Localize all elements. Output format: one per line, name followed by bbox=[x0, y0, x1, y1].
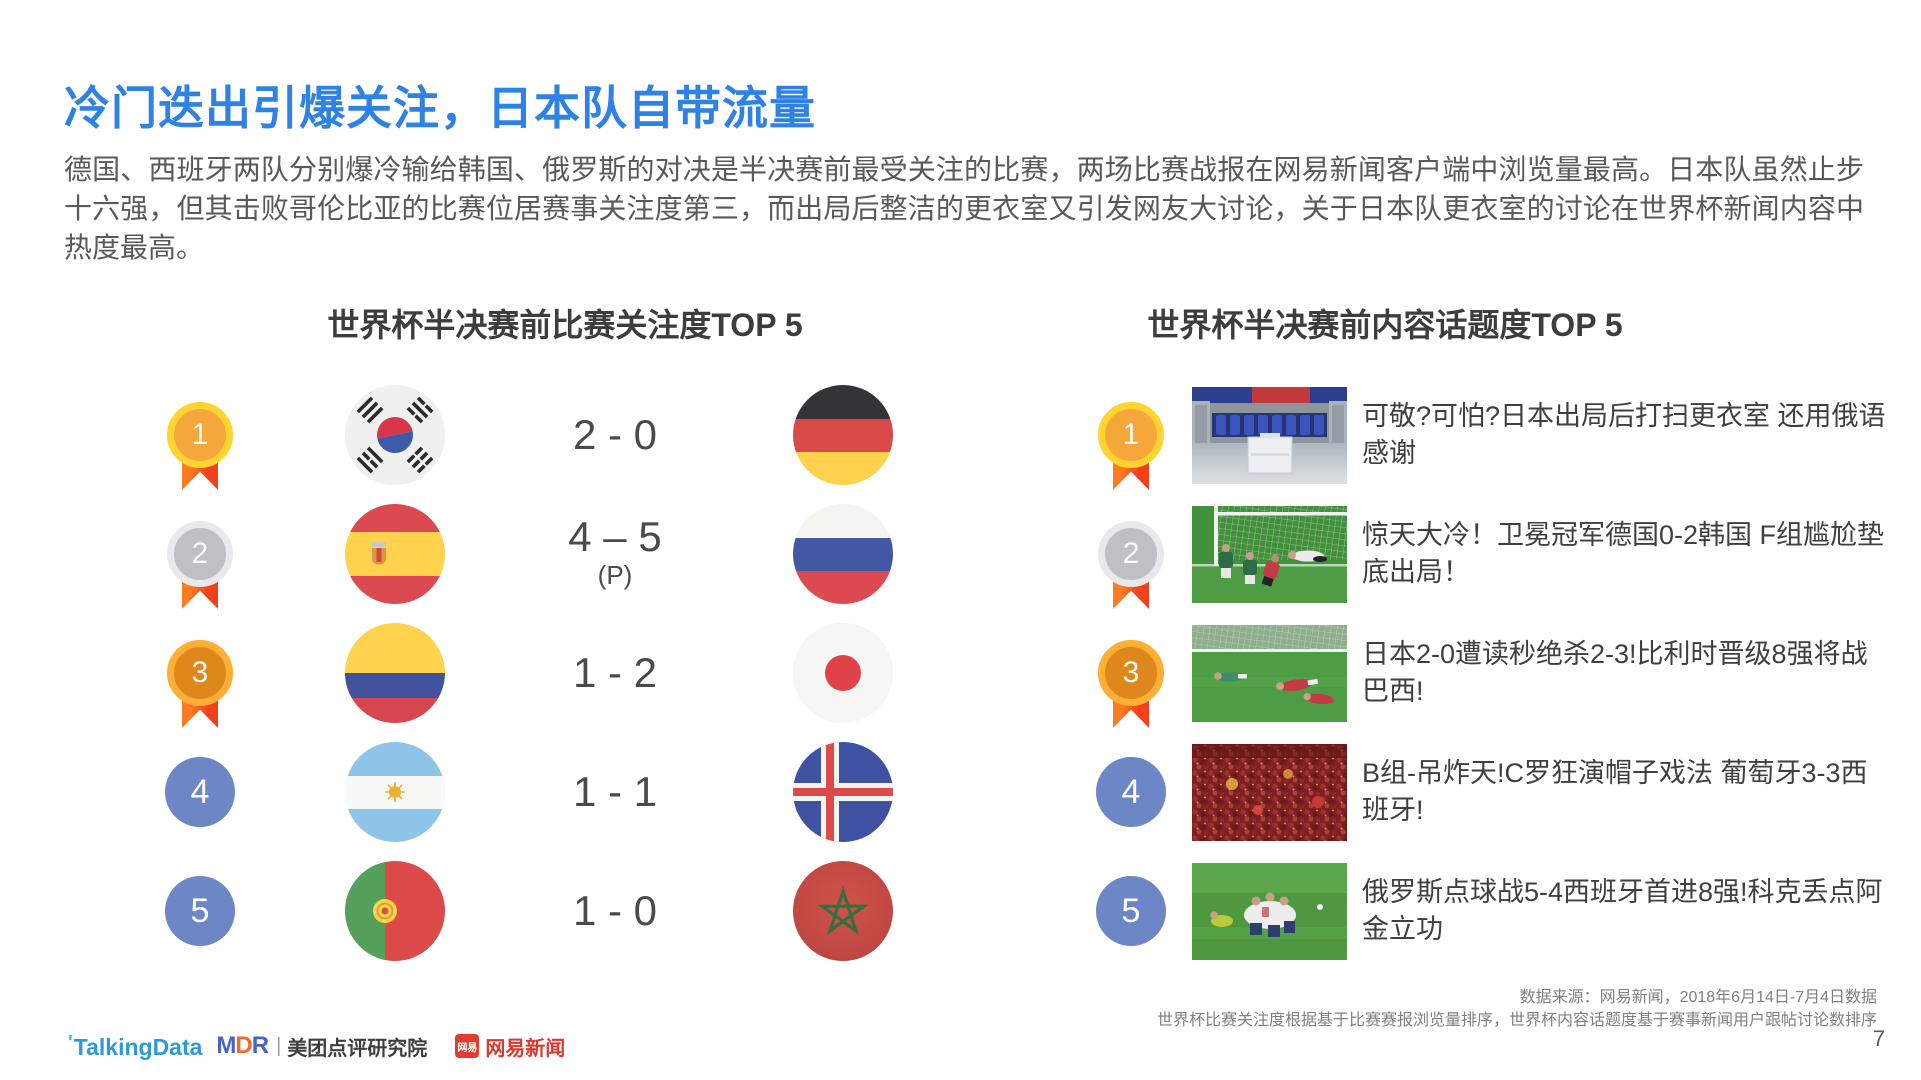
rank-5-badge: 5 bbox=[1096, 876, 1166, 946]
page-title: 冷门迭出引爆关注，日本队自带流量 bbox=[64, 82, 816, 134]
news-thumbnail-locker-room bbox=[1192, 387, 1347, 484]
left-section-title: 世界杯半决赛前比赛关注度TOP 5 bbox=[327, 307, 803, 343]
talkingdata-tick-icon: ' bbox=[68, 1031, 73, 1054]
news-headline: 俄罗斯点球战5-4西班牙首进8强!科克丢点阿金立功 bbox=[1362, 862, 1890, 960]
match-score: 1 - 1 bbox=[525, 761, 705, 823]
rank-2-silver-medal-icon: 2 bbox=[1098, 521, 1164, 633]
news-thumbnail-russia-celebration bbox=[1192, 863, 1347, 960]
rank-number: 3 bbox=[1098, 640, 1164, 706]
flag-colombia-icon bbox=[345, 623, 445, 723]
rank-number: 2 bbox=[167, 521, 233, 587]
rank-5-badge: 5 bbox=[165, 876, 235, 946]
flag-spain-icon bbox=[345, 504, 445, 604]
match-score: 2 - 0 bbox=[525, 404, 705, 466]
news-thumbnail-portugal-fans bbox=[1192, 744, 1347, 841]
talkingdata-wordmark: TalkingData bbox=[73, 1033, 203, 1060]
rank-3-bronze-medal-icon: 3 bbox=[167, 640, 233, 752]
news-thumbnail-japan-belgium bbox=[1192, 625, 1347, 722]
rank-4-badge: 4 bbox=[165, 757, 235, 827]
score-text: 1 - 0 bbox=[572, 887, 658, 934]
talkingdata-logo: 'TalkingData bbox=[68, 1032, 202, 1061]
score-text: 1 - 1 bbox=[572, 768, 658, 815]
match-score: 1 - 0 bbox=[525, 880, 705, 942]
match-score: 4 – 5 (P) bbox=[525, 506, 705, 588]
score-text: 1 - 2 bbox=[572, 649, 658, 696]
flag-portugal-icon bbox=[345, 861, 445, 961]
flag-germany-icon bbox=[793, 385, 893, 485]
score-text: 2 - 0 bbox=[572, 411, 658, 458]
flag-iceland-icon bbox=[793, 742, 893, 842]
data-source-note: 数据来源：网易新闻，2018年6月14日-7月4日数据 世界杯比赛关注度根据基于… bbox=[1157, 986, 1877, 1032]
flag-japan-icon bbox=[793, 623, 893, 723]
headline-text: 日本2-0遭读秒绝杀2-3!比利时晋级8强将战巴西! bbox=[1362, 639, 1868, 706]
rank-number: 3 bbox=[167, 640, 233, 706]
logo-divider: | bbox=[276, 1034, 282, 1057]
mdr-logo: MDR bbox=[216, 1032, 269, 1060]
rank-4-badge: 4 bbox=[1096, 757, 1166, 827]
mdr-letter-r: R bbox=[251, 1032, 269, 1059]
headline-text: B组-吊炸天!C罗狂演帽子戏法 葡萄牙3-3西班牙! bbox=[1362, 758, 1868, 825]
right-section-title: 世界杯半决赛前内容话题度TOP 5 bbox=[1147, 307, 1623, 343]
rank-3-bronze-medal-icon: 3 bbox=[1098, 640, 1164, 752]
mdr-letter-m: M bbox=[216, 1032, 236, 1059]
footer-logos: 'TalkingData MDR | 美团点评研究院 网易 网易新闻 bbox=[68, 1032, 565, 1060]
match-score: 1 - 2 bbox=[525, 642, 705, 704]
flag-morocco-icon bbox=[793, 861, 893, 961]
news-headline: 可敬?可怕?日本出局后打扫更衣室 还用俄语感谢 bbox=[1362, 386, 1890, 484]
netease-badge-icon: 网易 bbox=[455, 1034, 480, 1058]
rank-2-silver-medal-icon: 2 bbox=[167, 521, 233, 633]
rank-1-gold-medal-icon: 1 bbox=[1098, 402, 1164, 514]
rank-number: 2 bbox=[1098, 521, 1164, 587]
news-thumbnail-germany-korea-goal bbox=[1192, 506, 1347, 603]
headline-text: 俄罗斯点球战5-4西班牙首进8强!科克丢点阿金立功 bbox=[1362, 877, 1883, 944]
mdr-letter-d: D bbox=[235, 1032, 252, 1059]
flag-argentina-icon bbox=[345, 742, 445, 842]
intro-paragraph: 德国、西班牙两队分别爆冷输给韩国、俄罗斯的对决是半决赛前最受关注的比赛，两场比赛… bbox=[64, 154, 1864, 263]
news-headline: 惊天大冷！卫冕冠军德国0-2韩国 F组尴尬垫底出局！ bbox=[1362, 505, 1890, 603]
flag-south-korea-icon bbox=[345, 385, 445, 485]
source-line-1: 数据来源：网易新闻，2018年6月14日-7月4日数据 bbox=[1519, 989, 1877, 1006]
source-line-2: 世界杯比赛关注度根据基于比赛赛报浏览量排序，世界杯内容话题度基于赛事新闻用户跟帖… bbox=[1156, 1012, 1877, 1029]
headline-text: 惊天大冷！卫冕冠军德国0-2韩国 F组尴尬垫底出局！ bbox=[1362, 520, 1885, 587]
flag-russia-icon bbox=[793, 504, 893, 604]
score-note: (P) bbox=[597, 560, 633, 590]
news-headline: B组-吊炸天!C罗狂演帽子戏法 葡萄牙3-3西班牙! bbox=[1362, 743, 1890, 841]
meituan-dianping-research-label: 美团点评研究院 bbox=[287, 1037, 428, 1060]
rank-number: 1 bbox=[167, 402, 233, 468]
netease-logo: 网易 网易新闻 bbox=[455, 1032, 565, 1061]
page-number: 7 bbox=[1872, 1026, 1885, 1051]
rank-1-gold-medal-icon: 1 bbox=[167, 402, 233, 514]
rank-number: 1 bbox=[1098, 402, 1164, 468]
headline-text: 可敬?可怕?日本出局后打扫更衣室 还用俄语感谢 bbox=[1362, 401, 1886, 468]
score-text: 4 – 5 bbox=[568, 513, 662, 560]
news-headline: 日本2-0遭读秒绝杀2-3!比利时晋级8强将战巴西! bbox=[1362, 624, 1890, 722]
netease-news-label: 网易新闻 bbox=[485, 1037, 566, 1060]
